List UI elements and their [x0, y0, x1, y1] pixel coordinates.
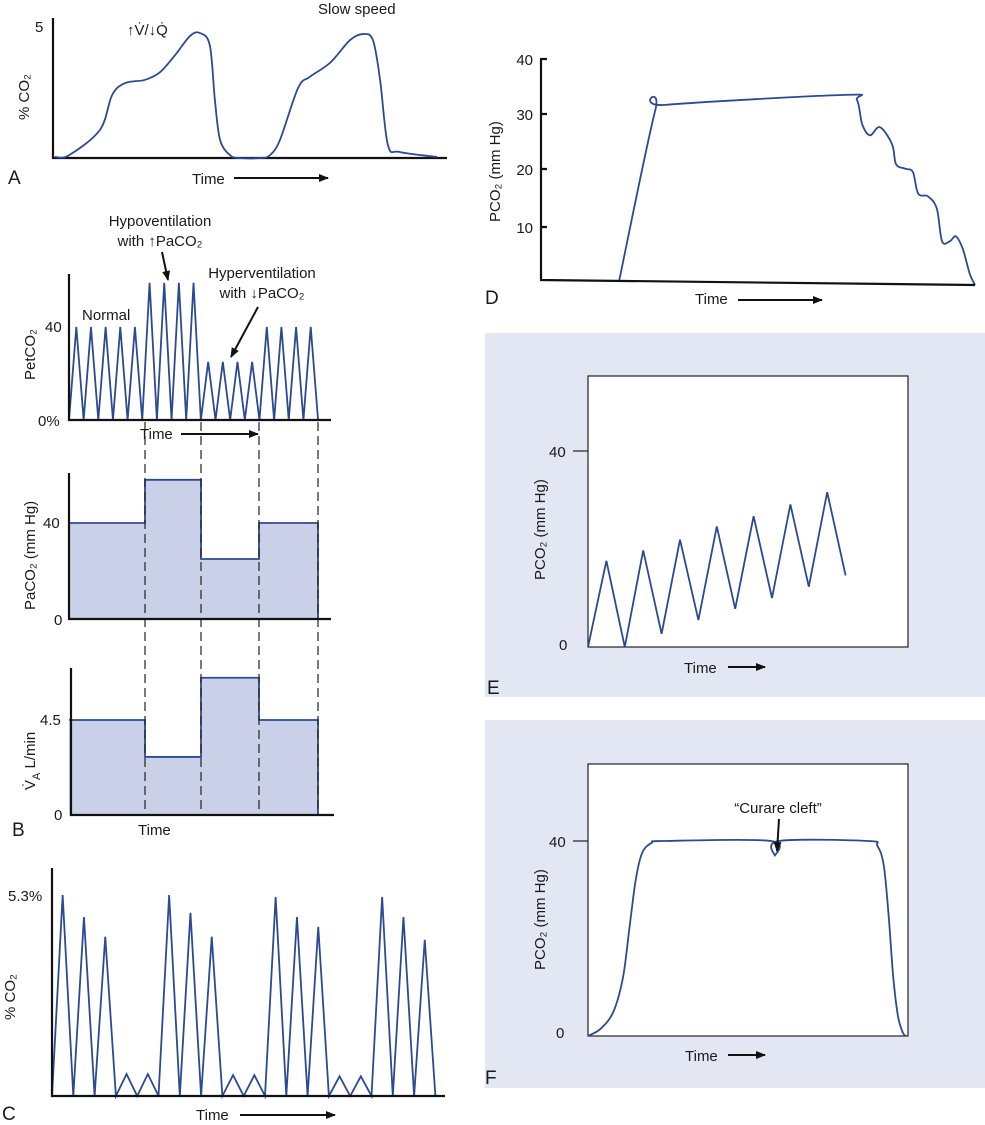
panel-c-ytick-5-3: 5.3% [8, 888, 42, 905]
panel-b-paco2-axes [67, 473, 331, 621]
panel-a-ytick-5: 5 [35, 19, 43, 36]
panel-d-ytick-40: 40 [516, 52, 533, 69]
curare-cleft-arrow-icon [773, 818, 782, 852]
panel-letter-b: B [12, 820, 25, 841]
panel-d-xlabel: Time [695, 291, 728, 308]
panel-b-petco2-ylabel: PetCO₂ [22, 329, 39, 380]
panel-f: 40 0 PCO₂ (mm Hg) “Curare cleft” Time F [485, 800, 822, 1089]
panel-f-plot-box [587, 763, 909, 1037]
panel-b-va-ylabel: V̇A L/min [22, 732, 43, 790]
panel-b-ytick-0: 0% [38, 413, 60, 430]
annotation-normal: Normal [82, 307, 130, 324]
panel-b-paco2-ytick-40: 40 [43, 515, 60, 532]
hyperventilation-arrow-icon [230, 306, 259, 358]
panel-b-paco2-bar [145, 479, 201, 619]
panel-b-top-xlabel: Time [140, 426, 173, 443]
panel-c-xlabel: Time [196, 1107, 229, 1124]
panel-letter-d: D [485, 288, 499, 309]
panel-d-ytick-10: 10 [516, 220, 533, 237]
panel-b-petco2-axes [67, 274, 331, 422]
panel-b-paco2-bar [259, 523, 318, 619]
annotation-hyperventilation-line2: with ↓PaCO₂ [218, 285, 304, 302]
panel-letter-f: F [485, 1068, 497, 1089]
panel-d: 40 30 20 10 PCO₂ (mm Hg) Time D [485, 52, 976, 309]
panel-b-va-ytick-0: 0 [54, 807, 62, 824]
panel-a-axes [51, 18, 447, 160]
annotation-hyperventilation: Hyperventilation [208, 265, 316, 282]
panel-e-xlabel: Time [684, 660, 717, 677]
panel-b-paco2-ylabel: PaCO₂ (mm Hg) [22, 501, 39, 610]
panel-c-capnogram-line [51, 894, 437, 1100]
panel-c: 5.3% % CO₂ Time C [2, 868, 445, 1125]
panel-d-ytick-20: 20 [516, 162, 533, 179]
curare-cleft-annotation: “Curare cleft” [734, 800, 822, 817]
va-label-main: V̇ [22, 780, 39, 790]
panel-f-xlabel: Time [685, 1048, 718, 1065]
panel-e-plot-box [587, 375, 909, 648]
panel-a-xlabel: Time [192, 171, 225, 188]
panel-f-ylabel: PCO₂ (mm Hg) [532, 869, 549, 970]
panel-c-ylabel: % CO₂ [2, 974, 19, 1020]
annotation-hypoventilation: Hypoventilation [109, 213, 212, 230]
panel-d-capnogram-line [618, 93, 976, 286]
panel-e-ytick-0: 0 [559, 637, 567, 654]
panel-b-va-ytick-4-5: 4.5 [40, 712, 61, 729]
panel-f-ytick-0: 0 [556, 1025, 564, 1042]
panel-letter-a: A [8, 168, 21, 189]
panel-b-va-bar [201, 677, 259, 815]
panel-a-capnogram-line [54, 31, 438, 160]
panel-d-ylabel: PCO₂ (mm Hg) [487, 121, 504, 222]
panel-a-annotation-vq: ↑V̇/↓Q̇ [127, 22, 168, 39]
panel-d-axes [539, 58, 976, 287]
panel-a-annotation-slow-speed: Slow speed [318, 1, 396, 18]
panel-b-va-bar [69, 720, 145, 815]
hypoventilation-arrow-icon [161, 251, 171, 281]
panel-b-paco2-ytick-0: 0 [54, 612, 62, 629]
panel-a: 5 % CO₂ ↑V̇/↓Q̇ Slow speed Time A [8, 1, 447, 189]
panel-letter-e: E [487, 678, 500, 699]
panel-b-va-bar [145, 756, 201, 815]
panel-b-xlabel: Time [138, 822, 171, 839]
panel-c-axes [50, 868, 445, 1098]
panel-b-paco2-bar [69, 523, 145, 619]
panel-b: 40 0% PetCO₂ Normal Hypoventilation with… [12, 213, 334, 841]
panel-b-va-axes [69, 668, 334, 817]
panel-e-ylabel: PCO₂ (mm Hg) [532, 479, 549, 580]
va-label-rest: L/min [22, 732, 39, 773]
panel-d-ytick-30: 30 [516, 107, 533, 124]
panel-f-ytick-40: 40 [549, 834, 566, 851]
panel-letter-c: C [2, 1104, 16, 1125]
panel-d-ticks [541, 57, 547, 229]
panel-e-ytick-40: 40 [549, 444, 566, 461]
panel-b-va-bar [259, 720, 318, 815]
va-label-sub: A [31, 772, 43, 780]
panel-b-paco2-bar [201, 559, 259, 619]
panel-e-rebreathing-line [587, 491, 847, 648]
panel-a-ylabel: % CO₂ [16, 74, 33, 120]
panel-b-petco2-line [68, 282, 319, 421]
panel-e: 40 0 PCO₂ (mm Hg) Time E [487, 444, 766, 699]
annotation-hypoventilation-line2: with ↑PaCO₂ [116, 233, 202, 250]
panel-b-ytick-40: 40 [45, 319, 62, 336]
